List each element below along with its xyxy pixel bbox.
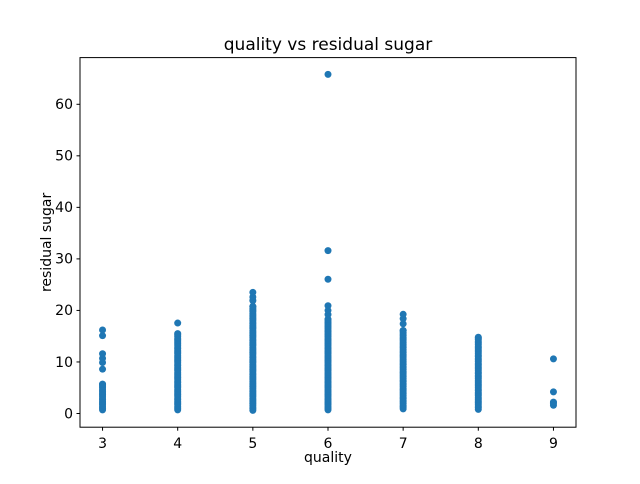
y-tick-label: 60 [55, 97, 73, 113]
x-tick-label: 5 [248, 436, 257, 452]
y-tick-label: 40 [55, 200, 73, 216]
x-tick-label: 4 [173, 436, 182, 452]
data-point [324, 247, 332, 255]
data-point [249, 302, 257, 310]
y-tick-label: 20 [55, 303, 73, 319]
data-point [549, 355, 557, 363]
data-point [324, 70, 332, 78]
x-axis-label: quality [304, 450, 352, 466]
data-point [399, 320, 407, 328]
y-tick-label: 50 [55, 149, 73, 165]
data-point [549, 398, 557, 406]
x-tick-label: 7 [399, 436, 408, 452]
data-point [324, 275, 332, 283]
data-point [174, 319, 182, 327]
points-layer [99, 70, 557, 414]
y-tick-label: 0 [64, 406, 73, 422]
y-axis-label: residual sugar [39, 192, 55, 292]
y-tick-label: 10 [55, 355, 73, 371]
data-point [99, 380, 107, 388]
x-axis: 3 4 5 6 7 8 9 [98, 427, 558, 452]
x-tick-label: 9 [549, 436, 558, 452]
data-point [249, 288, 257, 296]
x-tick-label: 6 [324, 436, 333, 452]
data-point [474, 333, 482, 341]
data-point [99, 326, 107, 334]
data-point [399, 310, 407, 318]
chart-title: quality vs residual sugar [224, 35, 432, 55]
data-point [99, 332, 107, 340]
data-point [324, 302, 332, 310]
x-tick-label: 3 [98, 436, 107, 452]
data-point [174, 330, 182, 338]
y-axis: 0 10 20 30 40 50 60 [55, 97, 80, 422]
data-point [99, 350, 107, 358]
data-point [99, 365, 107, 373]
x-tick-label: 8 [474, 436, 483, 452]
y-tick-label: 30 [55, 252, 73, 268]
data-point [399, 327, 407, 335]
data-point [549, 388, 557, 396]
